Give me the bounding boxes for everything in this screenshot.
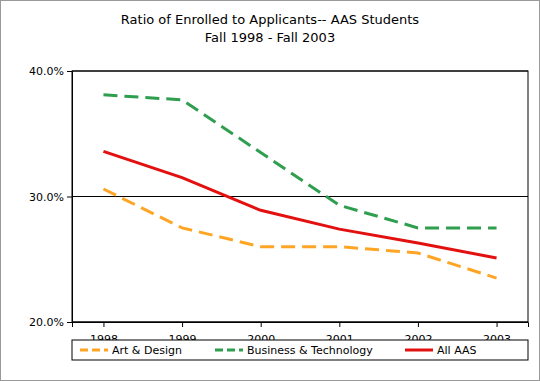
legend-swatch — [405, 349, 433, 352]
y-tick: 40.0% — [29, 65, 72, 78]
legend-label: All AAS — [437, 344, 476, 357]
chart-border — [1, 1, 540, 381]
x-tick-mark — [103, 322, 104, 327]
y-tick-mark — [67, 322, 72, 323]
legend: Art & Design Business & Technology All AAS — [72, 340, 528, 360]
legend-label: Art & Design — [112, 344, 182, 357]
x-tick-mark — [418, 322, 419, 327]
series-line — [103, 189, 496, 278]
chart: Ratio of Enrolled to Applicants-- AAS St… — [0, 0, 540, 381]
legend-label: Business & Technology — [247, 344, 373, 357]
series-line — [103, 95, 496, 228]
title: Ratio of Enrolled to Applicants-- AAS St… — [121, 12, 419, 27]
x-tick-mark — [339, 322, 340, 327]
legend-swatch — [215, 349, 243, 352]
y-tick-label: 20.0% — [29, 316, 64, 329]
legend-box — [72, 340, 528, 360]
x-tick-mark — [261, 322, 262, 327]
lines — [103, 95, 496, 278]
x-tick-mark — [497, 322, 498, 327]
y-axis: 20.0% 30.0% 40.0% — [29, 65, 72, 329]
plot-frame — [72, 71, 528, 322]
grid — [72, 71, 528, 322]
y-axis-line — [67, 72, 73, 323]
grid-line — [72, 196, 528, 197]
grid-line — [72, 71, 528, 72]
y-tick-label: 40.0% — [29, 65, 64, 78]
y-tick-mark — [67, 197, 72, 198]
x-tick-mark — [182, 322, 183, 327]
y-tick: 20.0% — [29, 316, 72, 329]
series-line — [103, 151, 496, 258]
y-tick-mark — [67, 71, 72, 72]
legend-swatch — [80, 349, 108, 352]
y-tick-label: 30.0% — [29, 191, 64, 204]
y-tick: 30.0% — [29, 191, 72, 204]
subtitle: Fall 1998 - Fall 2003 — [205, 30, 335, 45]
x-axis-line — [73, 323, 529, 328]
